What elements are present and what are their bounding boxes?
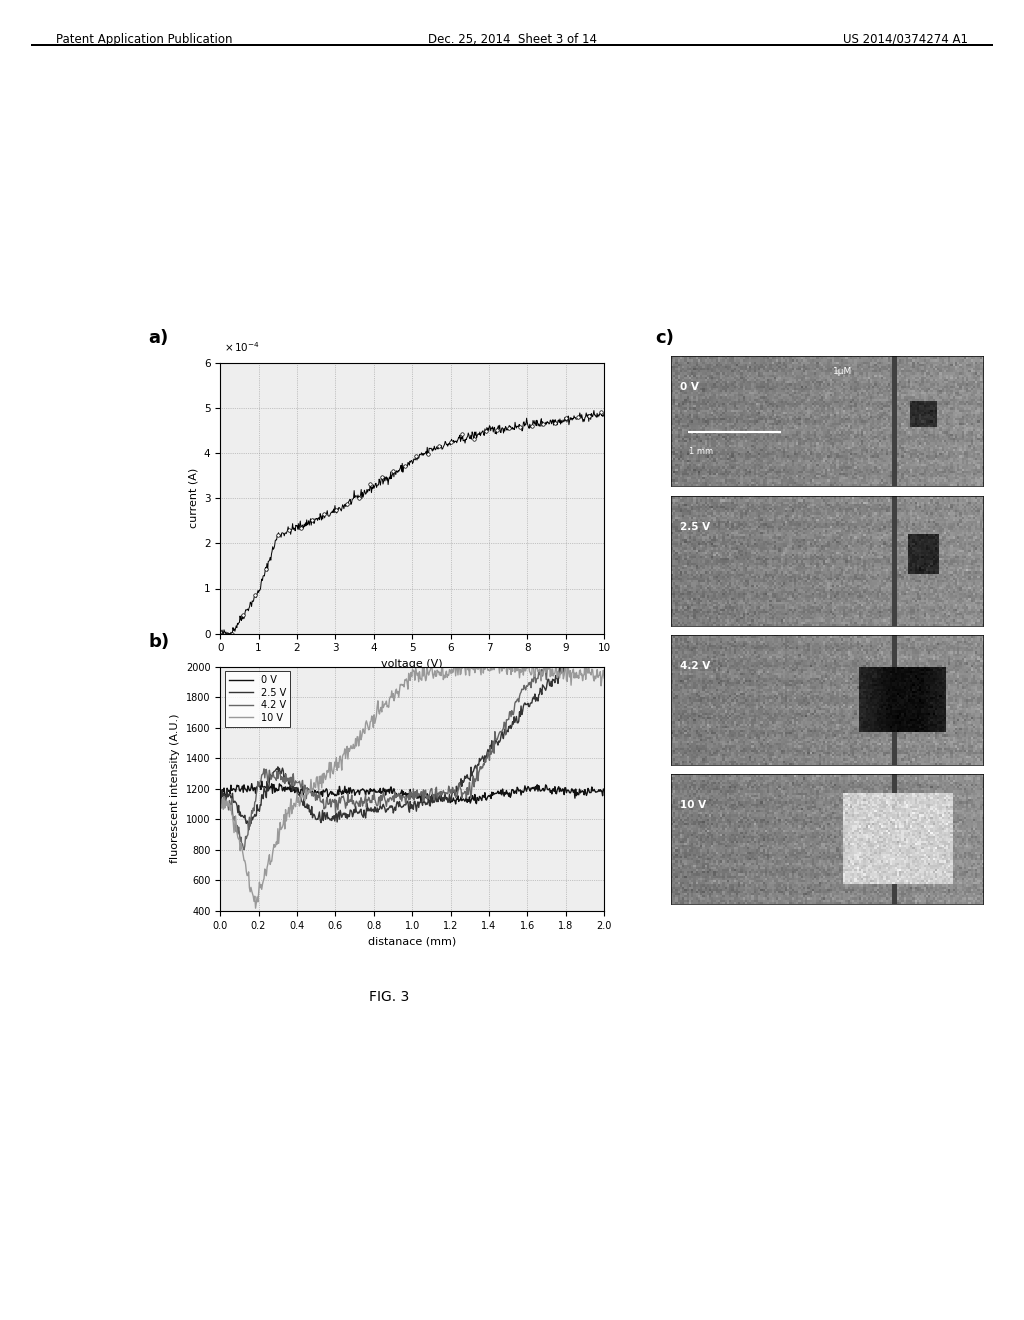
4.2 V [443,783,456,799]
X-axis label: voltage (V): voltage (V) [381,659,443,669]
Y-axis label: current (A): current (A) [188,469,199,528]
X-axis label: distanace (mm): distanace (mm) [368,936,457,946]
Text: c): c) [655,329,674,347]
4.2 V [238,842,250,858]
2.5 V [590,651,602,667]
Text: a): a) [148,329,169,347]
Text: $\times\,10^{-4}$: $\times\,10^{-4}$ [224,341,260,354]
2.5 V [529,693,542,709]
10 V [598,671,610,686]
2.5 V [598,651,610,667]
2.5 V [423,788,435,804]
Text: 4.2 V: 4.2 V [680,661,711,671]
0 V [399,785,412,801]
Text: FIG. 3: FIG. 3 [369,990,410,1005]
2.5 V [243,822,255,838]
0 V [256,774,268,789]
4.2 V [549,643,561,659]
Text: 0 V: 0 V [680,383,699,392]
10 V [250,900,262,916]
0 V [598,783,610,799]
Text: 1μM: 1μM [833,367,852,376]
10 V [399,672,412,688]
2.5 V [443,787,456,803]
Line: 10 V: 10 V [220,656,604,908]
4.2 V [214,797,226,813]
0 V [450,796,462,812]
4.2 V [590,643,602,659]
Text: 1μM: 1μM [833,499,852,508]
Text: 2.5 V: 2.5 V [680,521,711,532]
0 V [423,792,435,808]
0 V [590,784,602,800]
10 V [397,677,410,693]
4.2 V [529,675,542,690]
Text: 10 V: 10 V [680,800,707,810]
10 V [214,795,226,810]
10 V [443,661,456,677]
4.2 V [397,789,410,805]
Text: US 2014/0374274 A1: US 2014/0374274 A1 [843,33,968,46]
Line: 2.5 V: 2.5 V [220,659,604,830]
10 V [530,660,543,676]
2.5 V [214,785,226,801]
0 V [530,781,543,797]
4.2 V [399,796,412,812]
10 V [526,648,539,664]
10 V [590,668,602,684]
Legend: 0 V, 2.5 V, 4.2 V, 10 V: 0 V, 2.5 V, 4.2 V, 10 V [225,672,290,726]
10 V [423,667,435,682]
Text: Dec. 25, 2014  Sheet 3 of 14: Dec. 25, 2014 Sheet 3 of 14 [427,33,597,46]
2.5 V [397,799,410,814]
Y-axis label: fluorescent intensity (A.U.): fluorescent intensity (A.U.) [170,714,180,863]
Line: 0 V: 0 V [220,781,604,804]
2.5 V [399,797,412,813]
4.2 V [423,787,435,803]
4.2 V [598,643,610,659]
0 V [397,784,410,800]
Line: 4.2 V: 4.2 V [220,651,604,850]
0 V [214,784,226,800]
2.5 V [565,651,578,667]
Text: 1 mm: 1 mm [689,447,714,457]
0 V [443,791,456,807]
Text: b): b) [148,632,170,651]
Text: Patent Application Publication: Patent Application Publication [56,33,232,46]
